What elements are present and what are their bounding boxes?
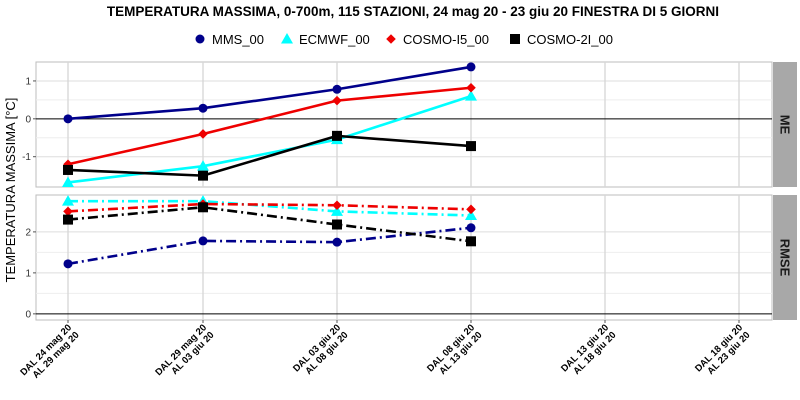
strip-label-me: ME (778, 115, 793, 135)
panels: -1 0 1 ME 0 1 2 RMSE (22, 61, 797, 321)
data-point-mms-00 (198, 236, 208, 246)
data-point-cosmo-2i-00 (198, 202, 208, 213)
legend-marker-cosmo-i5-00 (386, 34, 396, 44)
y-tick-label: 0 (25, 309, 31, 320)
data-point-mms-00 (198, 103, 208, 113)
legend-marker-mms-00 (195, 34, 205, 44)
panel-background (35, 194, 773, 321)
data-point-ecmwf-00 (62, 195, 74, 206)
series-ecmwf-00-me (62, 90, 477, 187)
data-point-cosmo-2i-00 (63, 214, 73, 225)
legend: MMS_00 ECMWF_00 COSMO-I5_00 COSMO-2I_00 (195, 32, 613, 47)
data-point-ecmwf-00 (465, 209, 477, 220)
y-tick-label: 1 (25, 76, 31, 87)
series-line-cosmo-2i-00 (67, 205, 472, 243)
y-tick-label: 1 (25, 268, 31, 279)
data-point-cosmo-i5-00 (332, 95, 342, 106)
legend-marker-ecmwf-00 (281, 33, 293, 44)
data-point-cosmo-i5-00 (63, 159, 73, 170)
strip-rmse (773, 195, 797, 320)
data-point-cosmo-i5-00 (466, 82, 476, 93)
series-mms-00-rmse (63, 223, 476, 269)
data-point-ecmwf-00 (62, 176, 74, 187)
legend-label-mms-00: MMS_00 (212, 32, 264, 47)
data-point-mms-00 (63, 114, 73, 124)
series-line-cosmo-i5-00 (67, 202, 472, 213)
series-line-cosmo-i5-00 (67, 86, 472, 166)
strip-me (773, 62, 797, 187)
series-line-mms-00 (67, 65, 472, 121)
data-point-mms-00 (466, 223, 476, 233)
legend-label-ecmwf-00: ECMWF_00 (299, 32, 370, 47)
y-axis-label: TEMPERATURA MASSIMA [°C] (3, 98, 18, 283)
series-mms-00-me (63, 62, 476, 124)
legend-label-cosmo-2i-00: COSMO-2I_00 (527, 32, 613, 47)
data-point-mms-00 (332, 237, 342, 247)
data-point-cosmo-2i-00 (63, 164, 73, 175)
data-point-cosmo-2i-00 (466, 236, 476, 247)
series-cosmo-i5-00-rmse (63, 199, 476, 217)
data-point-cosmo-2i-00 (332, 130, 342, 141)
data-point-cosmo-i5-00 (63, 206, 73, 217)
data-point-mms-00 (332, 84, 342, 94)
series-line-ecmwf-00 (67, 94, 472, 184)
data-point-ecmwf-00 (197, 160, 209, 171)
y-tick-label: 2 (25, 227, 31, 238)
legend-marker-cosmo-2i-00 (510, 34, 520, 44)
series-cosmo-i5-00-me (63, 82, 476, 170)
y-tick-label: 0 (25, 114, 31, 125)
series-line-ecmwf-00 (68, 199, 472, 217)
series-line-cosmo-2i-00 (67, 134, 472, 177)
series-line-mms-00 (67, 226, 472, 266)
data-point-cosmo-i5-00 (332, 200, 342, 211)
data-point-cosmo-i5-00 (466, 204, 476, 215)
data-point-mms-00 (63, 259, 73, 269)
panel-background (35, 61, 773, 188)
chart-title: TEMPERATURA MASSIMA, 0-700m, 115 STAZION… (107, 4, 719, 19)
data-point-mms-00 (466, 62, 476, 72)
panel-me: -1 0 1 ME (22, 61, 797, 188)
data-point-ecmwf-00 (331, 205, 343, 216)
strip-label-rmse: RMSE (778, 239, 793, 277)
series-cosmo-2i-00-me (63, 130, 476, 181)
data-point-ecmwf-00 (465, 90, 477, 101)
data-point-cosmo-2i-00 (466, 141, 476, 152)
panel-rmse: 0 1 2 RMSE (25, 194, 797, 321)
data-point-cosmo-i5-00 (198, 129, 208, 139)
data-point-cosmo-2i-00 (198, 170, 208, 181)
legend-label-cosmo-i5-00: COSMO-I5_00 (403, 32, 489, 47)
y-tick-label: -1 (22, 152, 31, 163)
data-point-cosmo-2i-00 (332, 219, 342, 230)
series-cosmo-2i-00-rmse (63, 202, 476, 247)
